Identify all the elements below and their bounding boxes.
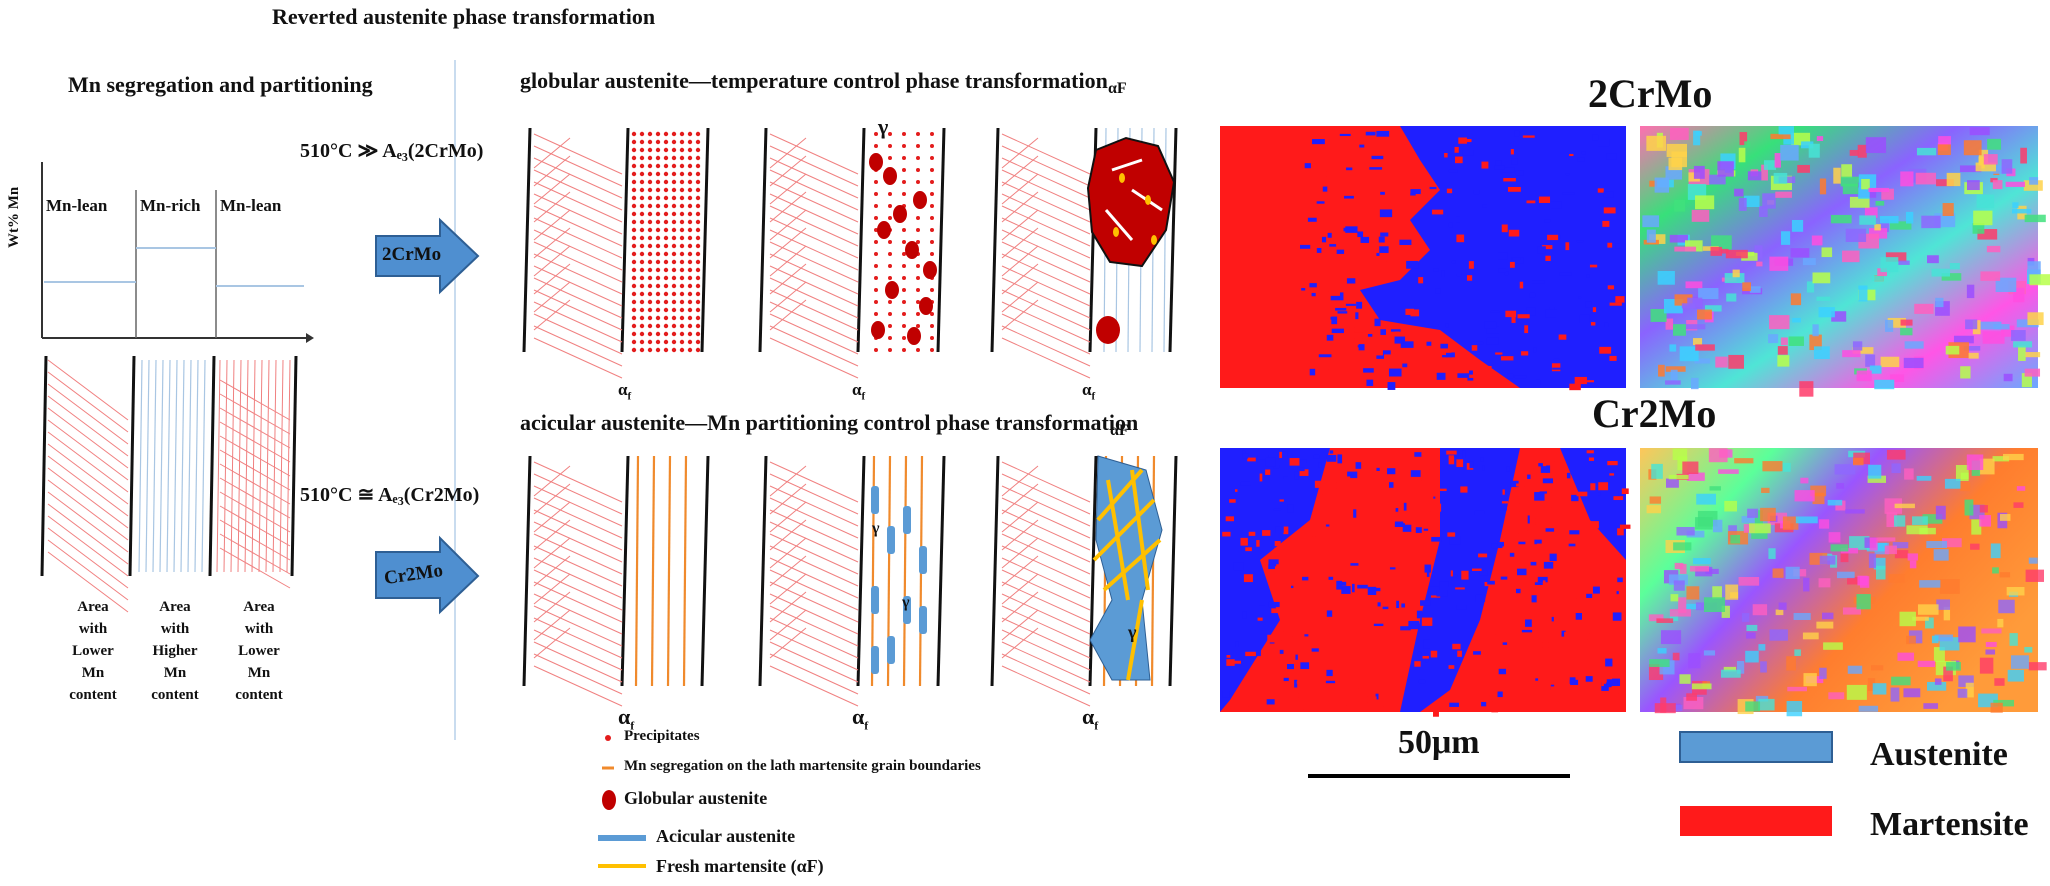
legend-precipitates: Precipitates [624, 728, 700, 744]
alpha-f-label-bottom: αF [1110, 422, 1129, 439]
arrow-cr2mo [375, 535, 480, 615]
legend-martensite: Martensite [1870, 806, 2029, 843]
legend-martensite-swatch [1680, 806, 1832, 836]
region-label-2: Mn-rich [140, 196, 201, 215]
region-label-3: Mn-lean [220, 196, 282, 215]
legend-precipitate-dot [605, 735, 611, 741]
orientation-map-2crmo [1640, 126, 2050, 397]
mn-profile-axes [41, 162, 314, 343]
arrow-label-top: 2CrMo [382, 244, 442, 265]
area-label-1: Area with Lower Mn content [69, 599, 117, 703]
panel-2-1 [522, 455, 710, 707]
main-title: Reverted austenite phase transformation [272, 4, 656, 29]
alpha-label-3: αf [1082, 380, 1096, 403]
area-label-3: Area with Lower Mn content [235, 599, 283, 703]
alpha-label-5: αf [852, 704, 869, 733]
alpha-label-2: αf [852, 380, 866, 403]
map-title-bottom: Cr2Mo [1592, 391, 1717, 436]
legend-acicular: Acicular austenite [656, 826, 796, 846]
bottom-row-heading: acicular austenite—Mn partitioning contr… [520, 410, 1139, 435]
condition-bottom: 510°C ≅ Aₑ₃(Cr2Mo) [300, 484, 480, 506]
legend-globular-mark [602, 790, 616, 810]
panel-1-2 [758, 127, 946, 379]
orientation-map-cr2mo [1640, 448, 2047, 717]
legend-austenite-swatch [1679, 731, 1833, 763]
area-label-2: Area with Higher Mn content [151, 599, 199, 703]
map-title-top: 2CrMo [1588, 71, 1713, 116]
lath-block-left [40, 355, 298, 613]
panel-1-3 [990, 127, 1178, 379]
gamma-label-acicular-1: γ [872, 520, 880, 537]
legend-fresh: Fresh martensite (αF) [656, 856, 824, 876]
legend-globular: Globular austenite [624, 788, 768, 808]
arrow-2crmo [375, 217, 480, 295]
gamma-label-top: γ [878, 114, 889, 139]
legend-mn-seg: Mn segregation on the lath martensite gr… [624, 758, 981, 774]
left-heading: Mn segregation and partitioning [68, 72, 373, 97]
panel-1-1 [522, 127, 710, 379]
phase-map-2crmo [1220, 126, 1626, 391]
section-divider [454, 60, 456, 740]
legend-austenite: Austenite [1870, 736, 2008, 773]
panel-2-2 [758, 455, 946, 707]
top-row-heading: globular austenite—temperature control p… [520, 68, 1108, 93]
panel-2-3 [990, 455, 1178, 707]
alpha-label-4: αf [618, 704, 635, 733]
alpha-f-label-top: αF [1108, 80, 1127, 97]
condition-top: 510°C ≫ Aₑ₃(2CrMo) [300, 140, 484, 162]
phase-map-cr2mo [1220, 448, 1631, 717]
gamma-label-acicular-2: γ [902, 594, 910, 611]
gamma-label-bottom: γ [1128, 622, 1137, 642]
region-label-1: Mn-lean [46, 196, 108, 215]
alpha-label-6: αf [1082, 704, 1099, 733]
scale-bar-label: 50μm [1398, 724, 1480, 761]
alpha-label-1: αf [618, 380, 632, 403]
